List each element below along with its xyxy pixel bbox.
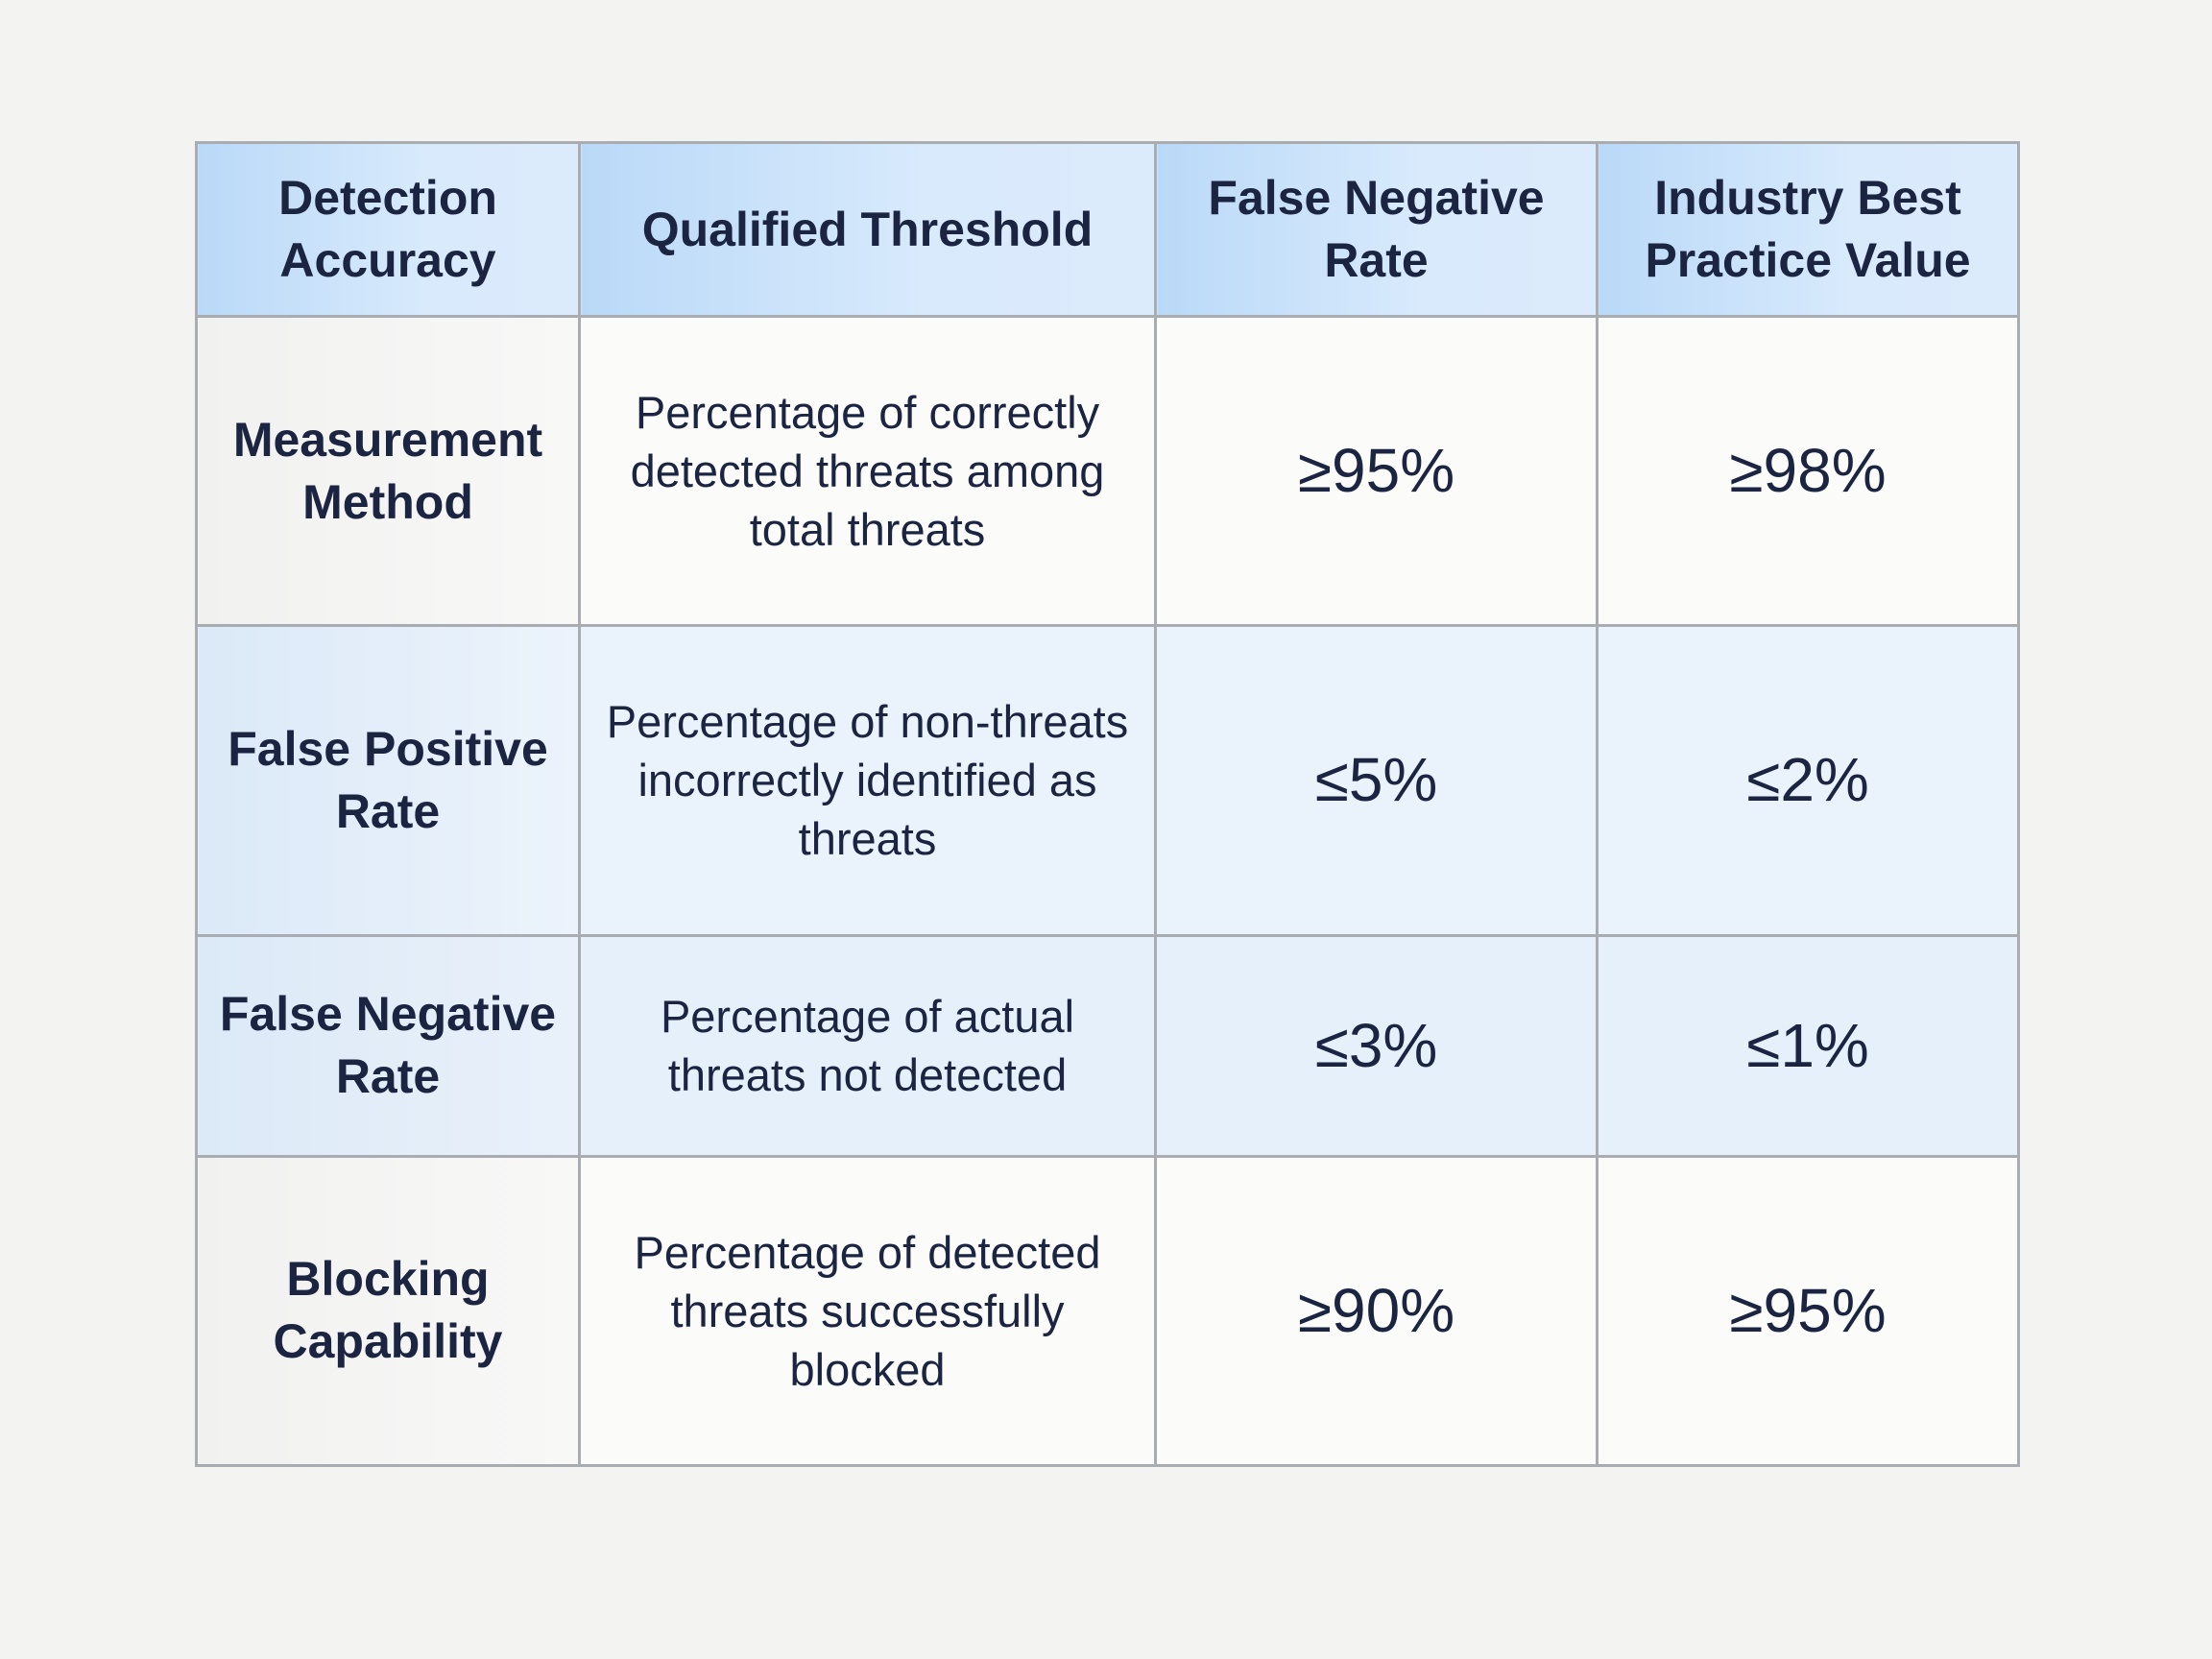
row-label: Measurement Method	[195, 314, 581, 628]
table-cell: ≥98%	[1596, 314, 2020, 628]
header-cell: False Negative Rate	[1154, 141, 1599, 318]
metrics-table: Detection Accuracy Qualified Threshold Fal…	[195, 141, 2020, 1468]
row-label: Blocking Capability	[195, 1154, 581, 1468]
table-row: Blocking Capability Percentage of detecte…	[195, 1154, 2020, 1468]
header-cell: Detection Accuracy	[195, 141, 581, 318]
table-body: Measurement Method Percentage of correctl…	[195, 314, 2020, 1468]
table-cell: ≤2%	[1596, 624, 2020, 937]
table-row: False Positive Rate Percentage of non-thr…	[195, 624, 2020, 937]
table-cell: ≤1%	[1596, 933, 2020, 1158]
table-row: False Negative Rate Percentage of actual …	[195, 933, 2020, 1158]
table-cell: ≥95%	[1596, 1154, 2020, 1468]
table-cell: Percentage of actual threats not detecte…	[578, 933, 1157, 1158]
table-cell: ≥90%	[1154, 1154, 1599, 1468]
table-row: Measurement Method Percentage of correctl…	[195, 314, 2020, 628]
table-cell: Percentage of correctly detected threats…	[578, 314, 1157, 628]
header-row: Detection Accuracy Qualified Threshold Fal…	[195, 141, 2020, 318]
table-cell: ≥95%	[1154, 314, 1599, 628]
table-cell: Percentage of detected threats successfu…	[578, 1154, 1157, 1468]
table-cell: ≤3%	[1154, 933, 1599, 1158]
header-cell: Industry Best Practice Value	[1596, 141, 2020, 318]
row-label: False Negative Rate	[195, 933, 581, 1158]
table-cell: Percentage of non-threats incorrectly id…	[578, 624, 1157, 937]
row-label: False Positive Rate	[195, 624, 581, 937]
table-cell: ≤5%	[1154, 624, 1599, 937]
header-cell: Qualified Threshold	[578, 141, 1157, 318]
